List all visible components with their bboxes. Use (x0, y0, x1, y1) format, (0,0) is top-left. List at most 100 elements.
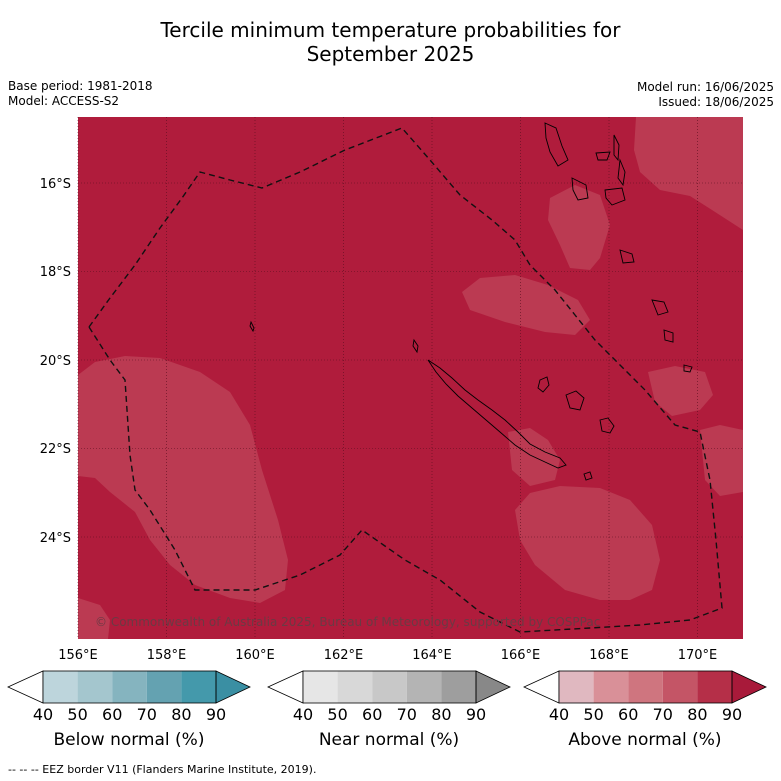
new-caledonia (427, 359, 567, 469)
colorbar-below-tick-80: 80 (171, 705, 191, 724)
colorbar-below-max-arrow (215, 670, 251, 704)
colorbar-above-tick-70: 70 (653, 705, 673, 724)
meta-right: Model run: 16/06/2025 Issued: 18/06/2025 (637, 80, 774, 110)
colorbar-above-tick-60: 60 (618, 705, 638, 724)
belep-island (412, 338, 419, 354)
colorbar-above-tick-80: 80 (687, 705, 707, 724)
lighter-probability-areas (78, 117, 743, 639)
colorbar-below-swatch-2 (77, 671, 113, 703)
colorbar-near-swatch-1 (303, 671, 338, 703)
colorbar-near-tick-80: 80 (431, 705, 451, 724)
efate (604, 187, 626, 206)
lat-tick-22s: 22°S (40, 442, 71, 457)
colorbar-above-tick-90: 90 (722, 705, 742, 724)
lat-tick-16s: 16°S (40, 177, 71, 192)
map-title: Tercile minimum temperature probabilitie… (0, 18, 781, 66)
malekula (571, 177, 589, 201)
colorbar-near-tick-90: 90 (466, 705, 486, 724)
colorbar-above-tick-50: 50 (583, 705, 603, 724)
latitude-labels: 16°S 18°S 20°S 22°S 24°S (40, 177, 71, 546)
patch-vanuatu (548, 185, 610, 270)
patch-mid-east (462, 275, 590, 335)
ambae (595, 151, 611, 161)
colorbar-near-frame (302, 670, 477, 704)
colorbar-near-swatch-3 (372, 671, 407, 703)
colorbar-near-tick-70: 70 (397, 705, 417, 724)
patch-northeast (634, 117, 743, 230)
colorbar-near-tick-40: 40 (293, 705, 313, 724)
copyright-notice: © Commonwealth of Australia 2025, Bureau… (95, 615, 600, 629)
colorbar-above-max-arrow (731, 670, 767, 704)
colorbar-below-tick-90: 90 (206, 705, 226, 724)
aneityum (663, 329, 674, 343)
colorbar-above-swatch-2 (593, 671, 629, 703)
patch-southwest (78, 598, 110, 639)
colorbar-above: 40 50 60 70 80 90 (523, 670, 767, 724)
eez-border (88, 127, 723, 633)
meta-left: Base period: 1981-2018 Model: ACCESS-S2 (8, 79, 153, 109)
colorbar-near-min-arrow (267, 670, 304, 704)
base-period: Base period: 1981-2018 (8, 79, 153, 93)
issued-date: Issued: 18/06/2025 (658, 95, 774, 109)
espiritu-santo (544, 122, 569, 167)
walpole (683, 364, 693, 373)
colorbar-near: 40 50 60 70 80 90 (267, 670, 511, 724)
lon-tick-162: 162°E (324, 648, 364, 663)
patch-far-east (700, 425, 743, 496)
lat-tick-18s: 18°S (40, 265, 71, 280)
longitude-labels: 156°E 158°E 160°E 162°E 164°E 166°E 168°… (58, 648, 717, 663)
patch-loyalty (648, 366, 713, 416)
pentecost (617, 158, 626, 187)
colorbar-below-swatch-4 (146, 671, 182, 703)
colorbar-above-min-arrow (523, 670, 560, 704)
colorbar-below: 40 50 60 70 80 90 (7, 670, 251, 724)
colorbar-above-swatch-5 (697, 671, 732, 703)
lifou (565, 390, 585, 411)
model-name: Model: ACCESS-S2 (8, 94, 120, 108)
colorbar-near-label: Near normal (%) (318, 730, 460, 750)
colorbar-above-label: Above normal (%) (568, 730, 722, 750)
lon-tick-168: 168°E (589, 648, 629, 663)
colorbar-near-tick-50: 50 (327, 705, 347, 724)
colorbar-above-swatch-1 (559, 671, 594, 703)
colorbar-below-tick-40: 40 (33, 705, 53, 724)
colorbar-below-tick-70: 70 (137, 705, 157, 724)
colorbar-near-swatch-2 (337, 671, 373, 703)
model-run: Model run: 16/06/2025 (636, 80, 774, 94)
colorbar-above-swatch-4 (662, 671, 698, 703)
patch-west (78, 356, 288, 603)
lat-tick-24s: 24°S (40, 531, 71, 546)
colorbar-above-tick-40: 40 (549, 705, 569, 724)
mare (599, 417, 615, 434)
erromango (619, 249, 635, 264)
lon-tick-156: 156°E (58, 648, 98, 663)
lon-tick-170: 170°E (678, 648, 718, 663)
lon-tick-158: 158°E (147, 648, 187, 663)
coastlines (249, 122, 693, 481)
patch-south (515, 486, 660, 600)
colorbar-below-min-arrow (7, 670, 44, 704)
colorbar-near-swatch-4 (406, 671, 442, 703)
graticule (77, 117, 743, 639)
ouvea (537, 376, 550, 393)
colorbar-below-frame (42, 670, 217, 704)
colorbar-below-label: Below normal (%) (53, 730, 205, 750)
colorbar-near-swatch-5 (441, 671, 476, 703)
colorbar-near-max-arrow (475, 670, 511, 704)
title-line-2: September 2025 (306, 42, 475, 66)
lon-tick-164: 164°E (412, 648, 452, 663)
isle-of-pines (583, 471, 593, 481)
maewo (613, 134, 620, 162)
lon-tick-166: 166°E (501, 648, 541, 663)
colorbar-below-tick-60: 60 (102, 705, 122, 724)
title-line-1: Tercile minimum temperature probabilitie… (160, 18, 621, 42)
colorbar-below-tick-50: 50 (67, 705, 87, 724)
lon-tick-160: 160°E (235, 648, 275, 663)
colorbar-below-swatch-1 (43, 671, 78, 703)
colorbar-below-swatch-5 (181, 671, 216, 703)
eez-footnote: -- -- -- EEZ border V11 (Flanders Marine… (8, 763, 317, 776)
colorbar-above-frame (558, 670, 733, 704)
chesterfield-islet (249, 320, 255, 333)
tanna (651, 299, 669, 316)
